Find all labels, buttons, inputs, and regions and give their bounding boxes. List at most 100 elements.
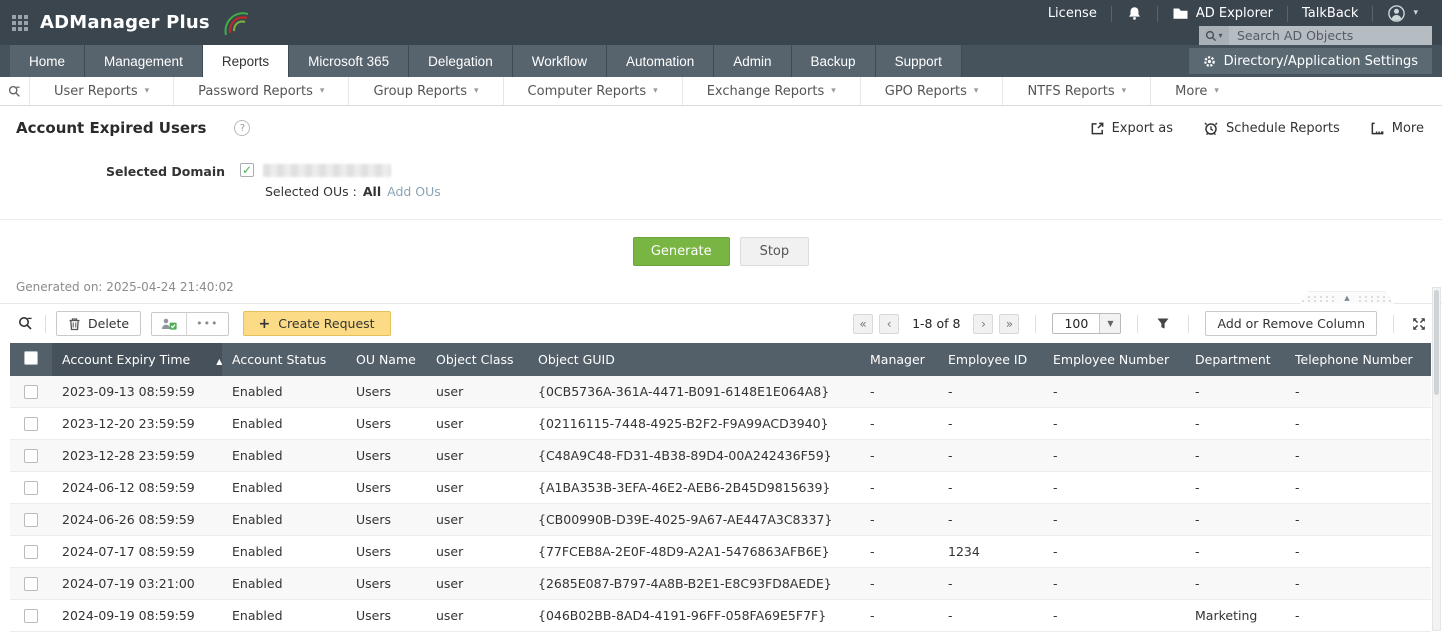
tab-support[interactable]: Support — [875, 45, 962, 77]
domain-checkbox[interactable]: ✓ — [240, 163, 254, 177]
menu-more[interactable]: More ▾ — [1151, 77, 1243, 105]
col-account-expiry-time[interactable]: Account Expiry Time ▲ — [52, 343, 222, 376]
table-search-button[interactable] — [16, 314, 35, 333]
main-nav: Home Management Reports Microsoft 365 De… — [0, 45, 1442, 77]
cell-object-class: user — [426, 535, 528, 568]
last-page-button[interactable]: » — [999, 313, 1020, 334]
cell-manager: - — [860, 407, 938, 440]
select-all-checkbox[interactable] — [24, 351, 38, 365]
cell-employee-number: - — [1043, 376, 1185, 408]
cell-ou-name: Users — [346, 535, 426, 568]
col-department[interactable]: Department — [1185, 343, 1285, 376]
license-link[interactable]: License — [1034, 6, 1111, 22]
row-checkbox[interactable] — [24, 448, 38, 463]
cell-employee-id: - — [938, 599, 1043, 632]
nav-tabs: Home Management Reports Microsoft 365 De… — [10, 45, 962, 77]
table-row: 2024-09-19 08:59:59 Enabled Users user {… — [10, 599, 1431, 632]
row-checkbox[interactable] — [24, 576, 38, 591]
talkback-link[interactable]: TalkBack — [1287, 5, 1372, 22]
col-object-guid[interactable]: Object GUID — [528, 343, 860, 376]
menu-exchange-reports[interactable]: Exchange Reports ▾ — [683, 77, 861, 105]
directory-application-settings-button[interactable]: Directory/Application Settings — [1188, 48, 1432, 74]
more-row-actions-button[interactable]: ••• — [186, 312, 228, 335]
table-row: 2023-09-13 08:59:59 Enabled Users user {… — [10, 376, 1431, 408]
add-remove-column-button[interactable]: Add or Remove Column — [1205, 311, 1377, 336]
tab-workflow[interactable]: Workflow — [512, 45, 607, 77]
menu-ntfs-reports[interactable]: NTFS Reports ▾ — [1003, 77, 1152, 105]
select-all-header — [10, 343, 52, 376]
next-page-button[interactable]: › — [973, 313, 994, 334]
cell-employee-id: 1234 — [938, 535, 1043, 568]
generated-on-text: Generated on: 2025-04-24 21:40:02 — [16, 280, 234, 294]
stop-button[interactable]: Stop — [739, 237, 810, 266]
chevron-down-icon: ▾ — [831, 86, 836, 96]
alarm-clock-icon — [1204, 122, 1218, 136]
col-object-class[interactable]: Object Class — [426, 343, 528, 376]
more-icon — [1371, 122, 1384, 134]
prev-page-button[interactable]: ‹ — [879, 313, 900, 334]
app-launcher-icon[interactable] — [12, 14, 28, 31]
col-telephone-number[interactable]: Telephone Number — [1285, 343, 1431, 376]
tab-reports[interactable]: Reports — [202, 45, 290, 77]
create-request-button[interactable]: + Create Request — [242, 311, 391, 336]
row-checkbox[interactable] — [24, 512, 38, 527]
search-scope-button[interactable]: ▾ — [1199, 26, 1229, 45]
chevron-down-icon: ▾ — [319, 86, 325, 96]
cell-department: - — [1185, 439, 1285, 472]
cell-object-guid: {77FCEB8A-2E0F-48D9-A2A1-5476863AFB6E} — [528, 535, 860, 568]
cell-employee-number: - — [1043, 471, 1185, 504]
row-checkbox[interactable] — [24, 608, 38, 623]
page-size-select[interactable]: 100 ▼ — [1052, 313, 1122, 334]
col-employee-number[interactable]: Employee Number — [1043, 343, 1185, 376]
ad-explorer-link[interactable]: AD Explorer — [1156, 5, 1287, 22]
tab-delegation[interactable]: Delegation — [409, 45, 513, 77]
more-actions-button[interactable]: More — [1370, 121, 1424, 136]
collapse-panel-handle[interactable]: ▲ — [1300, 291, 1394, 304]
delete-button[interactable]: Delete — [56, 311, 142, 336]
user-menu[interactable]: ▾ — [1372, 5, 1432, 22]
export-as-button[interactable]: Export as — [1090, 121, 1173, 136]
menu-user-reports[interactable]: User Reports ▾ — [30, 77, 175, 105]
scrollbar-thumb[interactable] — [1434, 290, 1439, 395]
search-ad-objects-input[interactable] — [1229, 28, 1432, 43]
row-checkbox[interactable] — [24, 416, 38, 431]
cell-manager: - — [860, 535, 938, 568]
user-task-button[interactable] — [152, 312, 187, 335]
menu-password-reports[interactable]: Password Reports ▾ — [174, 77, 350, 105]
menu-group-reports[interactable]: Group Reports ▾ — [349, 77, 504, 105]
schedule-reports-button[interactable]: Schedule Reports — [1203, 120, 1340, 136]
col-manager[interactable]: Manager — [860, 343, 938, 376]
row-checkbox[interactable] — [24, 480, 38, 495]
add-ous-link[interactable]: Add OUs — [387, 184, 441, 199]
expand-view-button[interactable] — [1410, 315, 1428, 333]
generate-button[interactable]: Generate — [632, 237, 730, 266]
row-checkbox[interactable] — [24, 544, 38, 559]
cell-ou-name: Users — [346, 407, 426, 440]
menu-gpo-reports[interactable]: GPO Reports ▾ — [861, 77, 1004, 105]
cell-department: - — [1185, 535, 1285, 568]
col-employee-id[interactable]: Employee ID — [938, 343, 1043, 376]
cell-employee-number: - — [1043, 407, 1185, 440]
report-search-button[interactable] — [0, 77, 30, 105]
reports-subnav: User Reports ▾ Password Reports ▾ Group Re… — [0, 77, 1442, 106]
filter-button[interactable] — [1154, 315, 1172, 332]
tab-backup[interactable]: Backup — [791, 45, 876, 77]
col-ou-name[interactable]: OU Name — [346, 343, 426, 376]
vertical-scrollbar[interactable] — [1432, 287, 1441, 631]
first-page-button[interactable]: « — [853, 313, 874, 334]
tab-automation[interactable]: Automation — [606, 45, 715, 77]
cell-employee-id: - — [938, 503, 1043, 536]
row-checkbox[interactable] — [24, 384, 38, 399]
cell-telephone-number: - — [1285, 567, 1431, 600]
tab-microsoft-365[interactable]: Microsoft 365 — [289, 45, 410, 77]
col-account-status[interactable]: Account Status — [222, 343, 346, 376]
tab-home[interactable]: Home — [10, 45, 86, 77]
notifications-button[interactable] — [1110, 5, 1157, 22]
cell-employee-number: - — [1043, 567, 1185, 600]
menu-computer-reports[interactable]: Computer Reports ▾ — [504, 77, 683, 105]
schedule-reports-label: Schedule Reports — [1226, 120, 1340, 136]
tab-admin[interactable]: Admin — [714, 45, 792, 77]
tab-management[interactable]: Management — [85, 45, 203, 77]
divider — [1137, 314, 1139, 333]
help-icon[interactable]: ? — [234, 120, 251, 136]
